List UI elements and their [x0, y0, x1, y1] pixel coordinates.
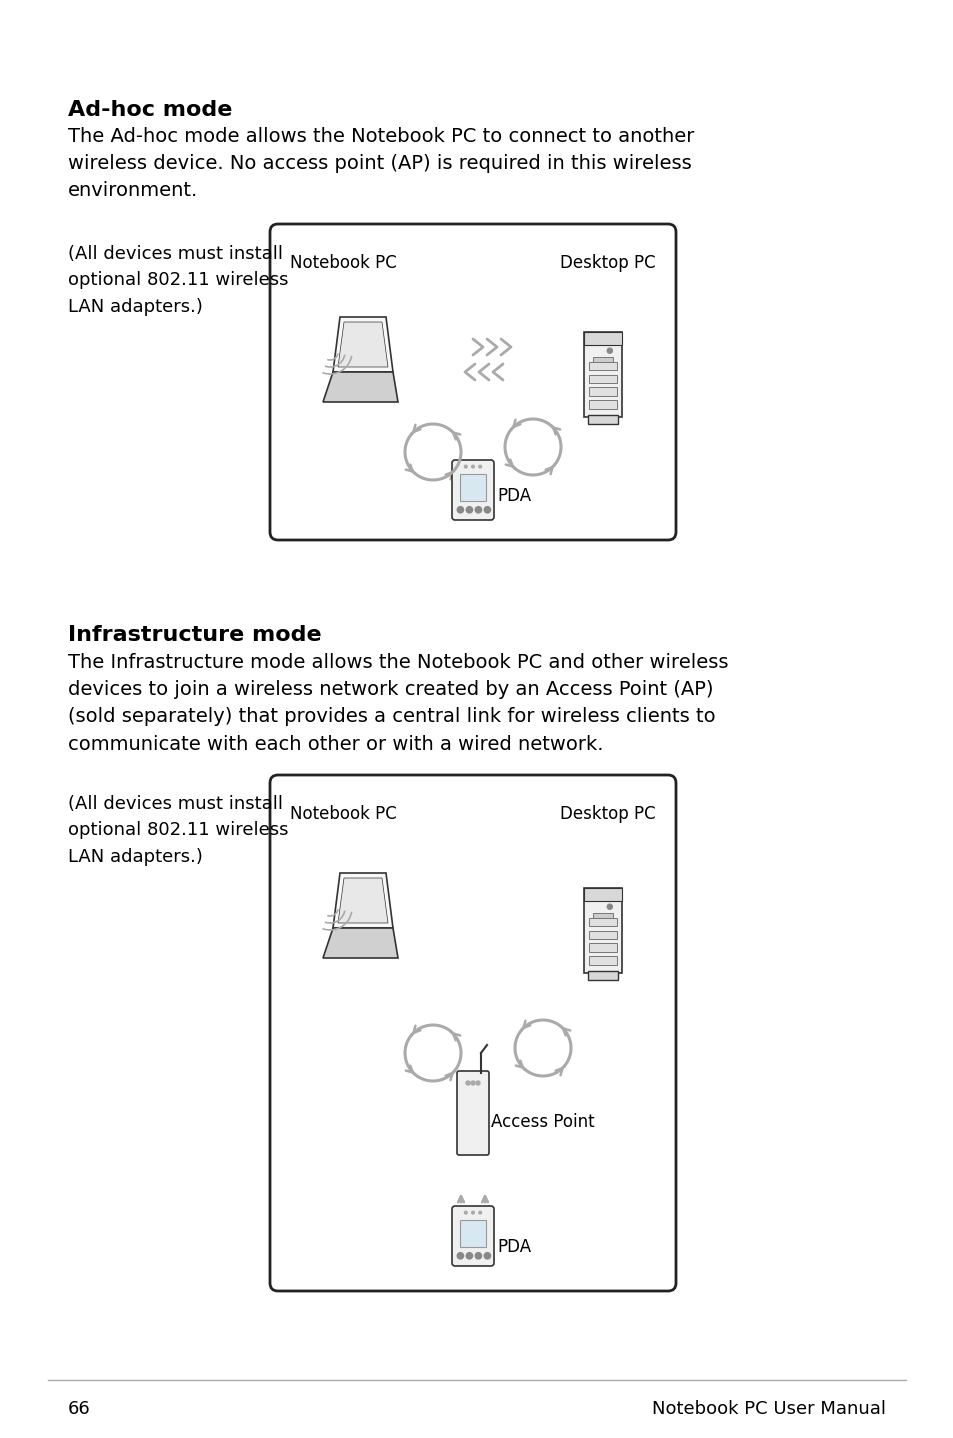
- Text: 66: 66: [68, 1401, 91, 1418]
- FancyBboxPatch shape: [460, 1219, 485, 1247]
- Polygon shape: [333, 316, 393, 372]
- FancyBboxPatch shape: [589, 917, 616, 926]
- Text: Notebook PC User Manual: Notebook PC User Manual: [651, 1401, 885, 1418]
- FancyBboxPatch shape: [456, 1071, 489, 1155]
- Polygon shape: [337, 879, 388, 923]
- Text: PDA: PDA: [497, 487, 531, 505]
- Polygon shape: [323, 372, 397, 403]
- Circle shape: [465, 1081, 470, 1086]
- FancyBboxPatch shape: [592, 357, 613, 362]
- Polygon shape: [337, 322, 388, 367]
- Text: Access Point: Access Point: [491, 1113, 594, 1132]
- FancyBboxPatch shape: [452, 1206, 494, 1265]
- FancyBboxPatch shape: [583, 332, 621, 417]
- Circle shape: [475, 1252, 481, 1258]
- Circle shape: [478, 466, 481, 467]
- Circle shape: [484, 506, 490, 513]
- FancyBboxPatch shape: [583, 332, 621, 345]
- FancyBboxPatch shape: [589, 400, 616, 408]
- Circle shape: [476, 1081, 479, 1086]
- FancyBboxPatch shape: [589, 930, 616, 939]
- FancyBboxPatch shape: [589, 362, 616, 370]
- Circle shape: [484, 1252, 490, 1258]
- Circle shape: [471, 1081, 475, 1086]
- Polygon shape: [333, 873, 393, 928]
- Text: (All devices must install
optional 802.11 wireless
LAN adapters.): (All devices must install optional 802.1…: [68, 795, 288, 866]
- Text: Notebook PC: Notebook PC: [290, 255, 396, 272]
- Text: PDA: PDA: [497, 1238, 531, 1255]
- Circle shape: [475, 506, 481, 513]
- FancyBboxPatch shape: [270, 775, 676, 1291]
- FancyBboxPatch shape: [589, 943, 616, 952]
- Circle shape: [464, 1211, 467, 1214]
- Text: Ad-hoc mode: Ad-hoc mode: [68, 101, 233, 119]
- Circle shape: [466, 1252, 472, 1258]
- Text: Desktop PC: Desktop PC: [559, 255, 656, 272]
- Circle shape: [607, 905, 612, 909]
- Polygon shape: [323, 928, 397, 958]
- Text: Notebook PC: Notebook PC: [290, 805, 396, 823]
- Circle shape: [456, 1252, 463, 1258]
- FancyBboxPatch shape: [583, 889, 621, 974]
- FancyBboxPatch shape: [592, 913, 613, 917]
- Circle shape: [471, 466, 474, 467]
- FancyBboxPatch shape: [452, 460, 494, 521]
- FancyBboxPatch shape: [587, 416, 618, 424]
- Text: (All devices must install
optional 802.11 wireless
LAN adapters.): (All devices must install optional 802.1…: [68, 244, 288, 316]
- FancyBboxPatch shape: [270, 224, 676, 541]
- Circle shape: [464, 466, 467, 467]
- Circle shape: [456, 506, 463, 513]
- Text: The Infrastructure mode allows the Notebook PC and other wireless
devices to joi: The Infrastructure mode allows the Noteb…: [68, 653, 728, 754]
- Text: Desktop PC: Desktop PC: [559, 805, 656, 823]
- Circle shape: [478, 1211, 481, 1214]
- FancyBboxPatch shape: [589, 956, 616, 965]
- Circle shape: [607, 348, 612, 354]
- Text: The Ad-hoc mode allows the Notebook PC to connect to another
wireless device. No: The Ad-hoc mode allows the Notebook PC t…: [68, 127, 694, 200]
- FancyBboxPatch shape: [589, 387, 616, 395]
- FancyBboxPatch shape: [583, 889, 621, 900]
- FancyBboxPatch shape: [460, 473, 485, 500]
- FancyBboxPatch shape: [589, 374, 616, 383]
- FancyBboxPatch shape: [587, 971, 618, 979]
- Text: Infrastructure mode: Infrastructure mode: [68, 626, 321, 646]
- Circle shape: [471, 1211, 474, 1214]
- Circle shape: [466, 506, 472, 513]
